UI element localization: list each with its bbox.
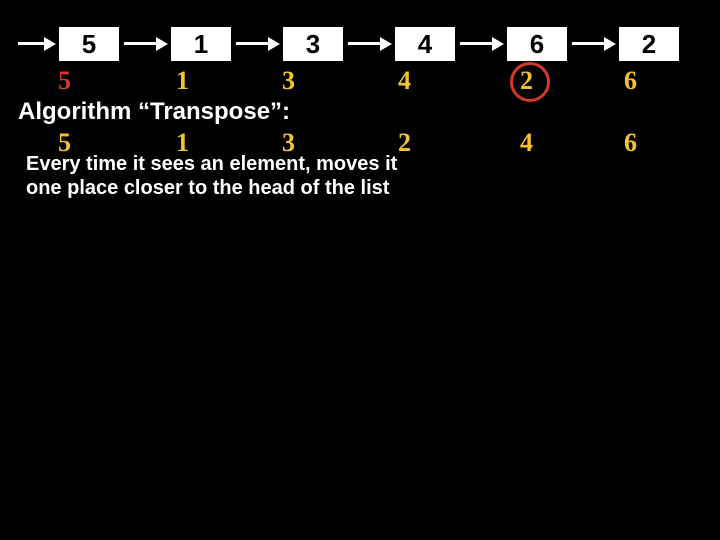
algorithm-description: Every time it sees an element, moves it … [26, 152, 397, 200]
list-node-value: 2 [642, 29, 656, 59]
list-node: 3 [282, 26, 344, 62]
list-node-value: 3 [306, 29, 320, 59]
hand-char: 5 [58, 66, 71, 96]
body-line: Every time it sees an element, moves it [26, 152, 397, 176]
hand-char: 6 [624, 128, 637, 158]
list-node-value: 4 [418, 29, 432, 59]
hand-char: 1 [176, 66, 189, 96]
hand-char: 4 [520, 128, 533, 158]
list-node: 4 [394, 26, 456, 62]
circle-annotation [510, 62, 550, 102]
title-text: Algorithm “Transpose”: [18, 98, 290, 125]
list-node: 6 [506, 26, 568, 62]
list-node: 2 [618, 26, 680, 62]
hand-char: 6 [624, 66, 637, 96]
body-line: one place closer to the head of the list [26, 176, 397, 200]
algorithm-title: Algorithm “Transpose”: [18, 98, 290, 126]
list-node: 5 [58, 26, 120, 62]
hand-char: 3 [282, 66, 295, 96]
hand-char: 4 [398, 66, 411, 96]
hand-char: 2 [398, 128, 411, 158]
list-node-value: 1 [194, 29, 208, 59]
slide-canvas: { "layout": { "canvas_w": 720, "canvas_h… [0, 0, 720, 540]
list-node: 1 [170, 26, 232, 62]
list-node-value: 6 [530, 29, 544, 59]
list-node-value: 5 [82, 29, 96, 59]
